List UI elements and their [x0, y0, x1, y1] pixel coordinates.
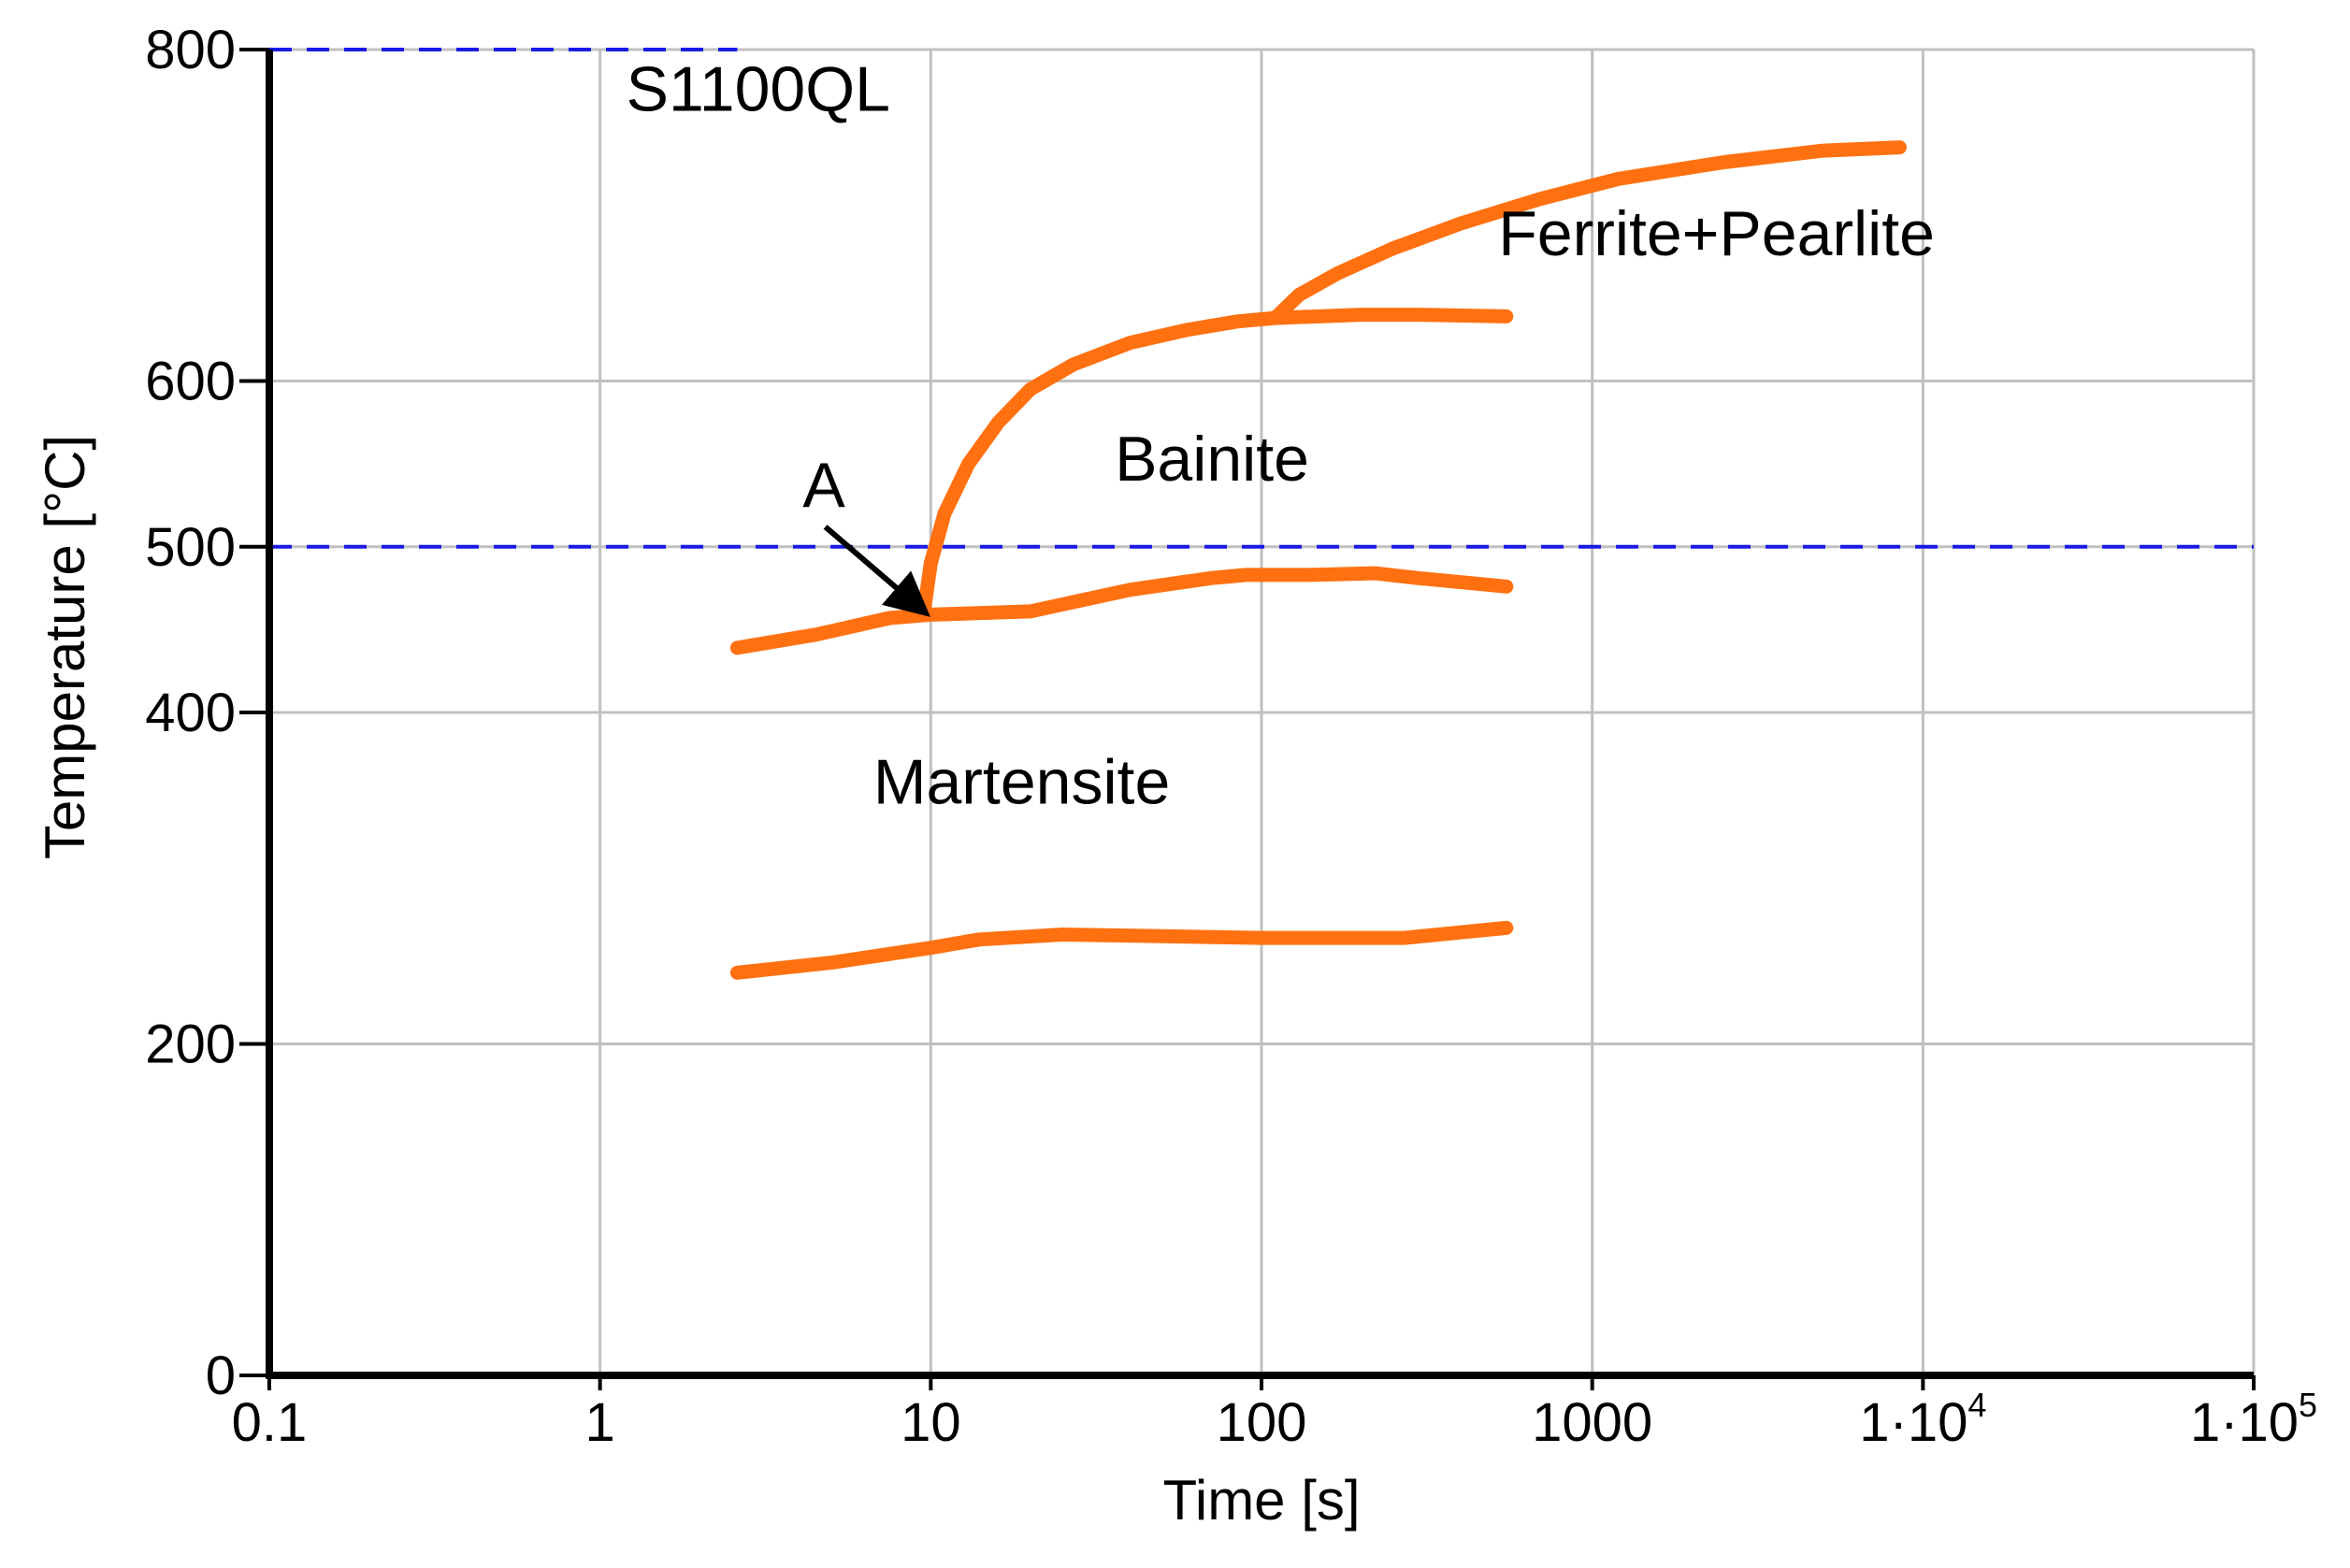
region-label: Ferrite+Pearlite	[1498, 198, 1935, 269]
point-a-arrow	[823, 525, 930, 617]
series-line	[729, 566, 1514, 655]
series-line	[916, 308, 1514, 622]
reference-lines	[269, 48, 2254, 549]
x-tick-label: 10	[901, 1392, 961, 1453]
x-tick-label-exponent: 5	[2299, 1386, 2317, 1424]
y-tick-label: 500	[145, 517, 236, 578]
y-tick-label: 800	[145, 20, 236, 80]
series-line	[1268, 140, 1907, 325]
y-tick-label: 600	[145, 352, 236, 412]
axes	[239, 48, 2256, 1390]
x-tick-label: 100	[1217, 1392, 1307, 1453]
x-tick-label: 0.1	[232, 1392, 308, 1453]
x-tick-label: 1·104	[1859, 1386, 1986, 1453]
region-label: S1100QL	[627, 54, 890, 125]
y-tick-label: 400	[145, 683, 236, 743]
x-tick-label: 1·105	[2190, 1386, 2317, 1453]
x-tick-label: 1000	[1532, 1392, 1652, 1453]
series-line	[729, 920, 1514, 980]
x-tick-label-exponent: 4	[1968, 1386, 1986, 1424]
y-axis-title: Temperature [°C]	[34, 435, 96, 859]
region-label: Bainite	[1115, 424, 1309, 495]
tick-labels: 0 200 400 500 600 800 0.1 1 10 100 1000 1·104 1·105	[145, 20, 2317, 1453]
y-tick-label: 200	[145, 1014, 236, 1075]
x-axis-title: Time [s]	[1162, 1469, 1360, 1532]
series-group	[729, 140, 1907, 980]
annotations: S1100QL Ferrite+Pearlite Bainite Martensite…	[627, 54, 1935, 818]
x-tick-label: 1	[585, 1392, 615, 1453]
region-label: Martensite	[873, 746, 1170, 817]
grid	[267, 48, 2256, 1377]
region-label: A	[802, 450, 845, 521]
y-tick-label: 0	[206, 1345, 236, 1406]
